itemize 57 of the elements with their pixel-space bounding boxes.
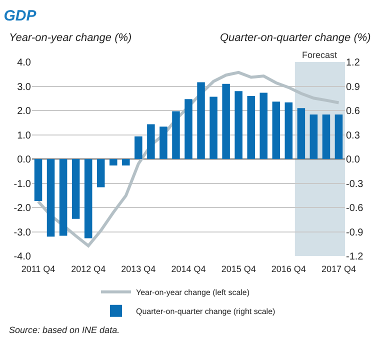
bar	[322, 114, 330, 159]
y-tick-label: -2.0	[14, 203, 32, 214]
y2-tick-label: 0.6	[346, 106, 360, 117]
y2-tick-label: -0.3	[346, 178, 364, 190]
bar	[59, 159, 68, 236]
y-axis-title: Year-on-year change (%)	[9, 32, 132, 44]
x-tick-label: 2017 Q4	[321, 264, 356, 274]
y-tick-label: -4.0	[14, 252, 32, 262]
y-tick-label: -3.0	[14, 227, 32, 238]
legend-label: Quarter-on-quarter change (right scale)	[136, 306, 276, 316]
bar	[310, 114, 318, 159]
bar	[197, 82, 205, 159]
bar	[110, 159, 118, 166]
y2-tick-label: 0.3	[346, 130, 360, 142]
bar	[247, 96, 255, 159]
bar	[334, 114, 343, 159]
chart-title: GDP	[4, 8, 38, 25]
bar	[72, 159, 80, 219]
band-label: Forecast	[302, 50, 338, 60]
bar	[297, 108, 306, 159]
bar	[160, 126, 168, 159]
bar	[96, 159, 105, 188]
bar	[46, 159, 55, 237]
bar	[172, 111, 180, 159]
bar	[222, 84, 230, 159]
y-tick-label: 1.0	[17, 130, 32, 142]
x-tick-label: 2016 Q4	[271, 264, 306, 274]
y-tick-label: 0.0	[17, 154, 32, 166]
y-tick-label: 3.0	[17, 82, 32, 93]
bar	[134, 136, 142, 159]
x-tick-label: 2015 Q4	[221, 264, 256, 274]
y2-tick-label: 1.2	[346, 58, 360, 68]
y-tick-label: -1.0	[14, 178, 32, 190]
bar	[272, 102, 280, 159]
y2-axis-title: Quarter-on-quarter change (%)	[220, 32, 372, 44]
y2-tick-label: -0.6	[346, 203, 364, 214]
bar	[34, 159, 42, 202]
bar	[84, 159, 92, 238]
legend-label: Year-on-year change (left scale)	[136, 288, 250, 297]
y2-tick-label: -1.2	[346, 252, 364, 262]
bar	[147, 124, 155, 159]
x-tick-label: 2013 Q4	[121, 264, 156, 274]
x-tick-label: 2014 Q4	[171, 264, 206, 274]
bar	[284, 102, 293, 159]
bar	[210, 96, 218, 159]
x-tick-label: 2011 Q4	[21, 264, 56, 274]
bar	[234, 91, 242, 159]
x-tick-label: 2012 Q4	[71, 264, 106, 274]
y2-tick-label: 0.9	[346, 82, 360, 93]
source-note: Source: based on INE data.	[9, 325, 120, 335]
bar	[122, 159, 130, 166]
y2-tick-label: -0.9	[346, 227, 364, 238]
bar	[260, 92, 268, 159]
y2-tick-label: 0.0	[346, 154, 360, 166]
y-tick-label: 4.0	[17, 58, 32, 68]
bar	[184, 99, 192, 159]
y-tick-label: 2.0	[17, 106, 32, 117]
